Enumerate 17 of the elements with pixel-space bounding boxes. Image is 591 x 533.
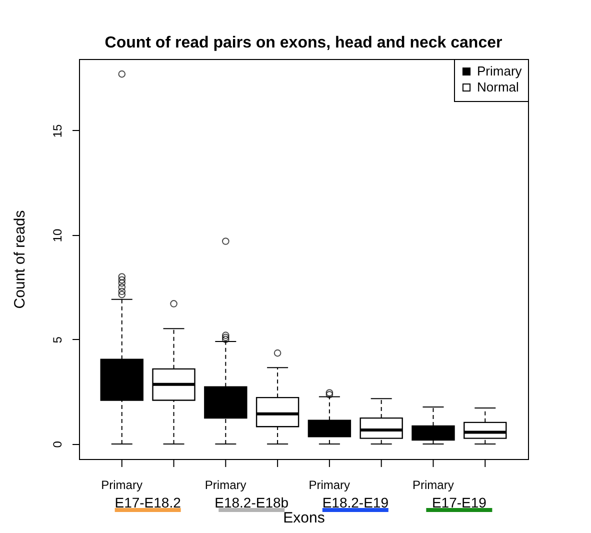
x-tick-label: E17-E19 (432, 494, 487, 510)
chart-title: Count of read pairs on exons, head and neck cancer (104, 34, 502, 52)
legend-label: Normal (477, 80, 520, 94)
x-axis-title: Exons (283, 510, 325, 526)
y-axis-title: Count of reads (12, 210, 28, 309)
y-tick-label: 10 (50, 228, 64, 242)
text: Primary (101, 478, 142, 492)
text: Primary (412, 478, 454, 492)
x-tick-label: E18.2-E19 (322, 494, 389, 510)
y-tick-label: 0 (50, 440, 64, 448)
y-tick-label: 15 (50, 124, 64, 138)
y-tick-label: 5 (50, 336, 64, 344)
x-tick-label: E18.2-E18b (214, 494, 289, 510)
legend-label: Primary (477, 64, 522, 78)
text: Primary (308, 478, 350, 492)
x-tick-label: E17-E18.2 (114, 494, 182, 510)
text: Primary (204, 478, 246, 492)
